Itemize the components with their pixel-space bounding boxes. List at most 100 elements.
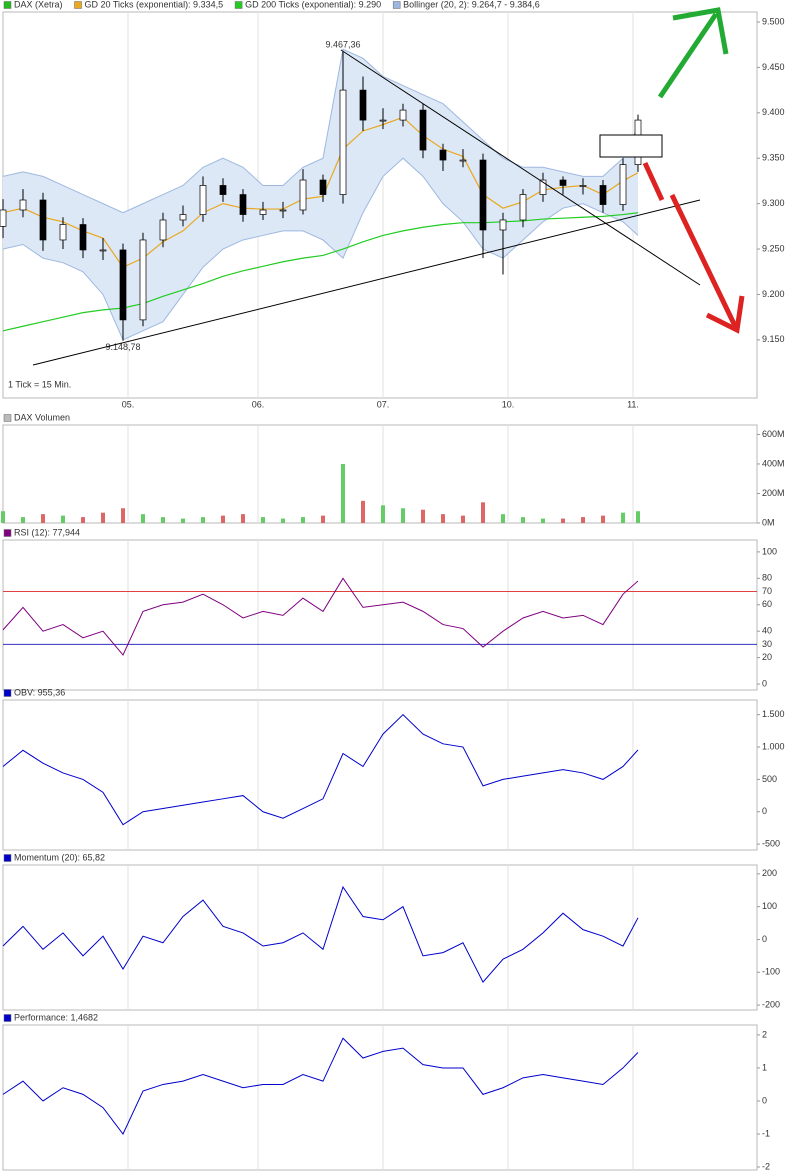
panel-frame: [2, 424, 758, 524]
legend-swatch: [3, 1, 12, 9]
arrow: [657, 12, 719, 99]
volume-bar: [181, 518, 185, 523]
candle-body: [539, 179, 547, 195]
y-tick-label: 0: [762, 934, 767, 944]
volume-bar: [581, 517, 585, 523]
y-tick-label: 0: [762, 1095, 767, 1105]
volume-bar: [621, 512, 625, 523]
volume-bar: [401, 508, 405, 523]
volume-bar: [541, 518, 545, 523]
volume-bar: [421, 509, 425, 523]
y-tick-label: 200: [762, 868, 777, 878]
candle-body: [359, 89, 367, 121]
trend-line: [340, 49, 701, 286]
candle-body: [579, 185, 587, 187]
volume-bar: [601, 515, 605, 523]
y-tick-label: 9.200: [762, 289, 785, 299]
reference-label: 30: [762, 639, 772, 649]
volume-bar: [161, 517, 165, 523]
y-tick-label: 20: [762, 652, 772, 662]
candle-body: [299, 179, 307, 211]
x-tick-label: 05.: [122, 399, 135, 409]
y-tick-label: 1.500: [762, 709, 785, 719]
candle-body: [559, 179, 567, 186]
y-tick-label: 80: [762, 573, 772, 583]
band-line: [2, 48, 639, 214]
volume-bar: [61, 515, 65, 523]
volume-bar: [141, 514, 145, 523]
volume-bar: [101, 512, 105, 523]
candle-body: [419, 109, 427, 151]
x-tick-label: 11.: [627, 399, 639, 409]
y-tick-label: 1: [762, 1062, 767, 1072]
y-tick-label: 9.350: [762, 153, 785, 163]
volume-bar: [341, 463, 345, 523]
candle-body: [239, 194, 247, 215]
candle-body: [459, 159, 467, 162]
annotation: 9.467,36: [325, 39, 360, 49]
candle-body: [19, 199, 27, 211]
volume-bar: [81, 517, 85, 523]
y-tick-label: -2: [762, 1161, 770, 1171]
x-tick-label: 07.: [377, 399, 390, 409]
y-tick-label: 600M: [762, 429, 785, 439]
volume-bar: [381, 505, 385, 523]
volume-bar: [21, 517, 25, 523]
candle-body: [279, 209, 287, 212]
legend-swatch: [74, 1, 82, 9]
legend-label: RSI (12): 77,944: [14, 527, 80, 537]
volume-bar: [281, 518, 285, 523]
y-tick-label: 9.150: [762, 334, 785, 344]
arrow-head: [705, 295, 745, 334]
y-tick-label: 1.000: [762, 741, 785, 751]
candle-body: [119, 249, 127, 321]
volume-bar: [221, 515, 225, 523]
legend-label: GD 20 Ticks (exponential): 9.334,5: [85, 0, 224, 9]
legend-swatch: [3, 1014, 12, 1022]
y-tick-label: 400M: [762, 458, 785, 468]
legend-swatch: [3, 414, 12, 422]
arrow: [642, 161, 665, 202]
legend-swatch: [3, 689, 12, 697]
candle-body: [379, 119, 387, 122]
legend-swatch: [234, 1, 243, 9]
candle-body: [59, 224, 67, 241]
candle-body: [439, 149, 447, 161]
volume-bar: [481, 502, 485, 523]
drawing-layer: 05. 06. 07. 10. 11. 9.150 9.200 9.250 9.300 9.350…: [0, 0, 785, 1171]
legend-swatch: [3, 854, 12, 862]
y-tick-label: -500: [762, 838, 780, 848]
legend-label: DAX (Xetra): [14, 0, 63, 9]
volume-bar: [461, 515, 465, 523]
x-tick-label: 06.: [252, 399, 265, 409]
legend-label: Performance: 1,4682: [14, 1012, 98, 1022]
y-tick-label: 9.250: [762, 243, 785, 253]
candle-body: [99, 249, 107, 252]
y-tick-label: 0: [762, 806, 767, 816]
y-tick-label: 100: [762, 901, 777, 911]
volume-bar: [241, 514, 245, 523]
y-tick-label: 9.300: [762, 198, 785, 208]
volume-bar: [201, 517, 205, 523]
volume-bar: [501, 514, 505, 523]
y-tick-label: 60: [762, 599, 772, 609]
candle-body: [399, 109, 407, 121]
volume-bar: [361, 500, 365, 523]
volume-bar: [261, 517, 265, 523]
indicator-line: [2, 1037, 639, 1135]
panel-frame: [2, 11, 758, 399]
hand-drawings: [32, 7, 745, 366]
box: [599, 134, 663, 158]
volume-bar: [1, 511, 5, 523]
volume-bar: [321, 515, 325, 523]
candle-body: [139, 239, 147, 321]
y-tick-label: 40: [762, 626, 772, 636]
volume-bar: [441, 514, 445, 523]
reference-label: 70: [762, 586, 772, 596]
y-tick-label: 9.450: [762, 62, 785, 72]
volume-bar: [521, 517, 525, 523]
y-tick-label: 200M: [762, 488, 785, 498]
arrow: [669, 193, 739, 330]
volume-bar: [301, 517, 305, 523]
volume-bar: [41, 514, 45, 523]
